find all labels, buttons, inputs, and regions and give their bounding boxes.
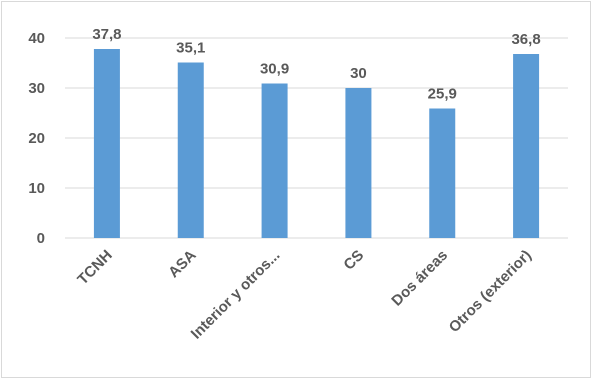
- bar: [261, 83, 288, 238]
- x-tick-label: Interior y otros...: [188, 247, 284, 343]
- y-tick-label: 40: [28, 30, 45, 47]
- bar: [429, 108, 456, 238]
- x-tick-label: Dos áreas: [388, 247, 451, 310]
- bar: [513, 54, 540, 238]
- y-tick-label: 20: [28, 130, 45, 147]
- gridlines: [65, 37, 568, 239]
- bar: [93, 49, 120, 238]
- data-label: 35,1: [176, 40, 205, 57]
- y-axis-ticks: 0 10 20 30 40: [28, 30, 45, 247]
- data-label: 36,8: [511, 31, 540, 48]
- bar: [345, 88, 372, 238]
- x-tick-label: Otros (exterior): [446, 247, 535, 336]
- data-label: 30: [350, 65, 367, 82]
- bars: [93, 49, 540, 238]
- y-tick-label: 30: [28, 80, 45, 97]
- y-tick-label: 10: [28, 180, 45, 197]
- data-label: 25,9: [428, 86, 457, 103]
- data-labels: 37,8 35,1 30,9 30 25,9 36,8: [92, 26, 540, 103]
- x-tick-label: TCNH: [74, 247, 115, 288]
- data-label: 30,9: [260, 61, 289, 78]
- bar: [177, 62, 204, 238]
- x-tick-label: CS: [340, 247, 367, 274]
- y-tick-label: 0: [37, 230, 45, 247]
- x-tick-label: ASA: [165, 247, 200, 282]
- data-label: 37,8: [92, 26, 121, 43]
